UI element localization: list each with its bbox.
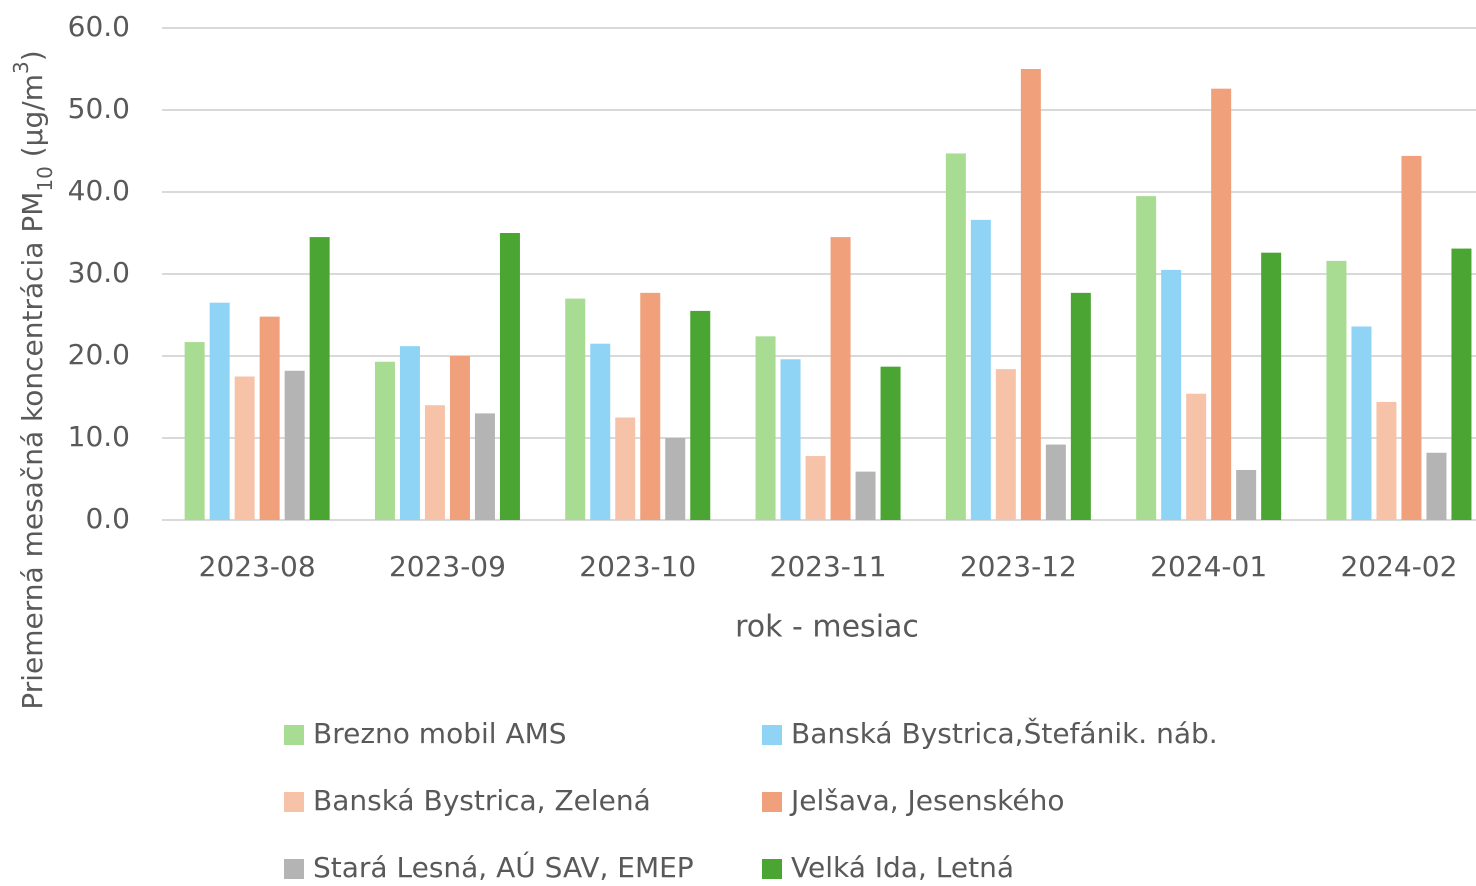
bar: [1070, 292, 1091, 520]
bar: [1045, 444, 1066, 520]
x-tick-label: 2023-11: [770, 550, 887, 583]
bar: [1401, 155, 1422, 521]
bar: [284, 370, 305, 520]
bar: [1136, 196, 1157, 520]
x-tick-label: 2024-01: [1150, 550, 1267, 583]
legend-label: Banská Bystrica, Zelená: [313, 784, 651, 817]
y-tick-label: 40.0: [68, 174, 130, 207]
bar: [1351, 326, 1372, 520]
y-tick-label: 20.0: [68, 338, 130, 371]
y-tick-label: 0.0: [85, 502, 130, 535]
y-axis-label-part: 3: [9, 61, 33, 74]
bar: [1211, 88, 1232, 521]
bar: [590, 343, 611, 520]
legend-label: Stará Lesná, AÚ SAV, EMEP: [313, 850, 694, 884]
bar: [474, 413, 495, 520]
legend-label: Jelšava, Jesenského: [789, 784, 1065, 817]
bar: [830, 237, 851, 520]
bar: [1261, 252, 1282, 520]
bar: [690, 310, 711, 520]
bar: [1326, 260, 1347, 520]
bar: [565, 298, 586, 520]
bar: [1426, 452, 1447, 520]
bar: [665, 438, 686, 520]
bar: [1020, 69, 1041, 520]
x-tick-label: 2023-12: [960, 550, 1077, 583]
y-axis-label-part: Priemerná mesačná koncentrácia PM: [16, 192, 49, 710]
legend-label: Velká Ida, Letná: [791, 851, 1014, 884]
bar: [424, 405, 445, 520]
y-axis-label: Priemerná mesačná koncentrácia PM10 (µg/…: [9, 50, 57, 709]
bar: [755, 336, 776, 520]
bar: [1236, 469, 1257, 520]
bar: [399, 346, 420, 520]
legend-label: Banská Bystrica,Štefánik. náb.: [791, 716, 1218, 750]
bar: [780, 359, 801, 520]
y-axis-label-part: ): [16, 50, 49, 61]
bar: [615, 417, 636, 520]
y-tick-label: 10.0: [68, 420, 130, 453]
y-axis-label-part: (µg/m: [16, 74, 49, 166]
bar: [855, 471, 876, 520]
legend-swatch: [762, 859, 782, 879]
x-tick-label: 2023-08: [199, 550, 316, 583]
legend-swatch: [284, 725, 304, 745]
bar: [1376, 401, 1397, 520]
legend-label: Brezno mobil AMS: [313, 717, 567, 750]
bar: [309, 237, 330, 520]
y-tick-label: 60.0: [68, 10, 130, 43]
legend-swatch: [284, 792, 304, 812]
bar: [234, 376, 255, 520]
bar: [970, 219, 991, 520]
bar: [209, 302, 230, 520]
x-tick-label: 2024-02: [1340, 550, 1457, 583]
x-tick-label: 2023-10: [579, 550, 696, 583]
bar: [945, 153, 966, 520]
y-tick-label: 50.0: [68, 92, 130, 125]
x-tick-label: 2023-09: [389, 550, 506, 583]
legend-swatch: [762, 792, 782, 812]
legend-swatch: [284, 859, 304, 879]
bar: [880, 366, 901, 520]
x-axis-label: rok - mesiac: [735, 610, 919, 645]
bar: [499, 233, 520, 520]
bar: [1161, 269, 1182, 520]
bar: [374, 361, 395, 520]
legend-swatch: [762, 725, 782, 745]
bar: [805, 456, 826, 520]
y-tick-label: 30.0: [68, 256, 130, 289]
bar: [1451, 248, 1472, 520]
bar: [184, 342, 205, 520]
bar: [1186, 393, 1207, 520]
bar: [995, 369, 1016, 520]
bar: [640, 292, 661, 520]
y-axis-label-part: 10: [33, 166, 57, 191]
bar: [449, 356, 470, 520]
bar: [259, 316, 280, 520]
